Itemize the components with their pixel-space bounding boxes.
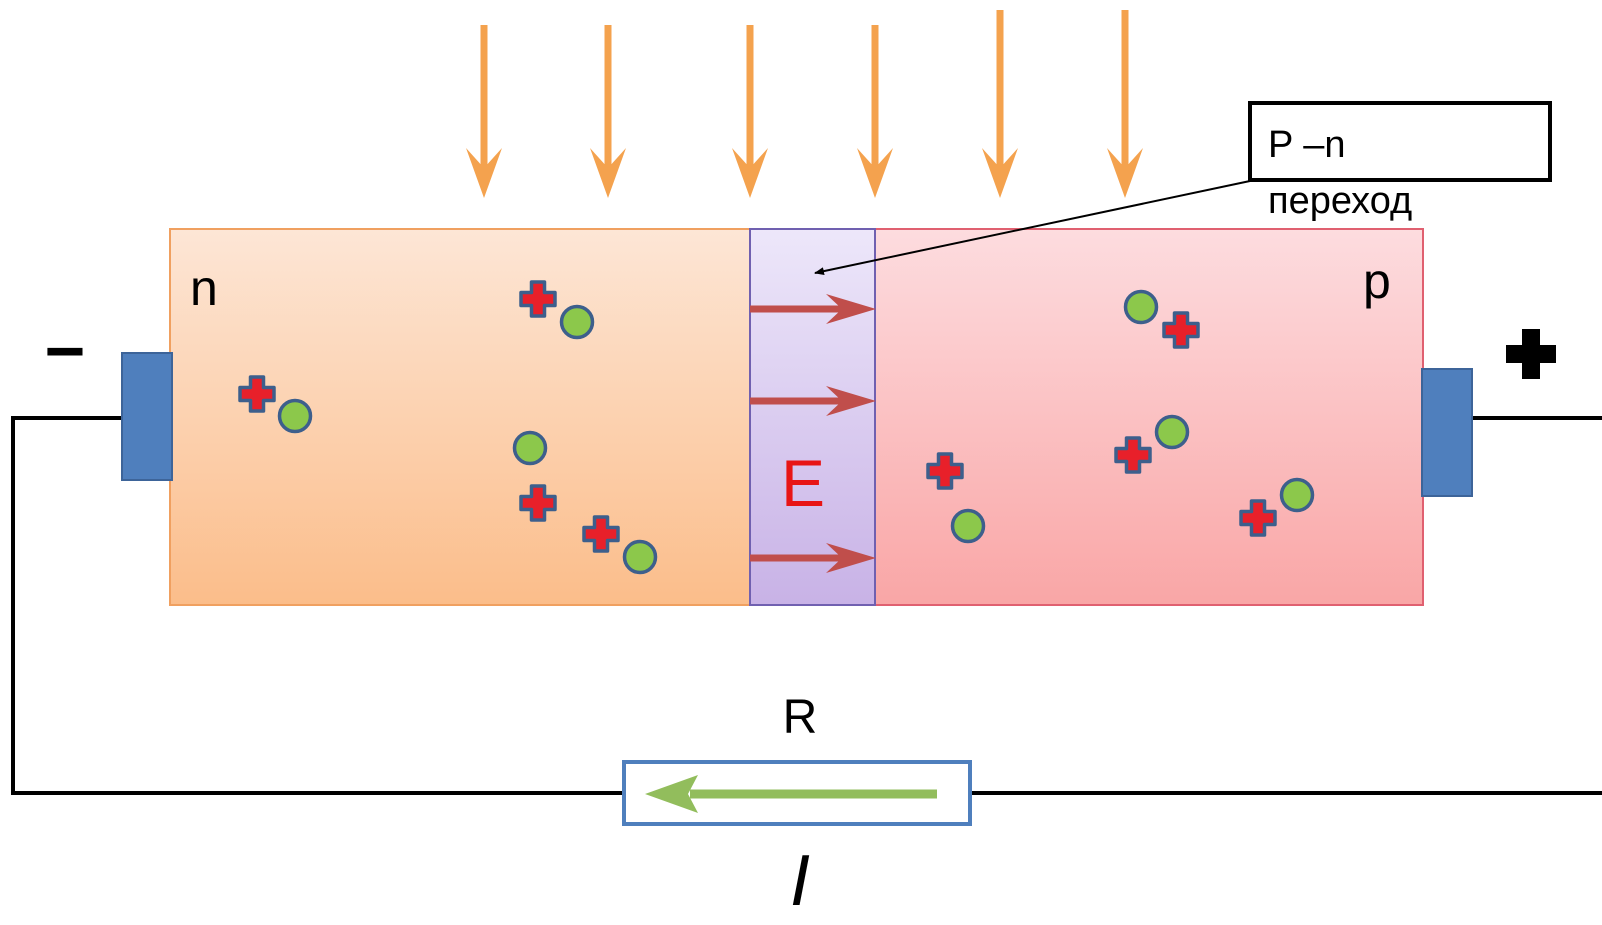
hole-particle-icon — [512, 430, 548, 466]
light-ray-arrow — [982, 10, 1018, 198]
n-region — [169, 228, 753, 606]
hole-particle-icon — [1279, 477, 1315, 513]
n-region-label: n — [190, 260, 218, 316]
positive-charge-icon — [582, 515, 620, 553]
positive-charge-icon — [926, 452, 964, 490]
p-region-label: p — [1363, 253, 1391, 309]
hole-particle-icon — [1123, 289, 1159, 325]
light-ray-arrow — [857, 25, 893, 198]
charge-carriers — [238, 280, 1315, 575]
hole-particle-icon — [277, 398, 313, 434]
hole-particle-icon — [950, 508, 986, 544]
plus-terminal-icon — [1506, 329, 1556, 379]
hole-particle-icon — [559, 304, 595, 340]
positive-charge-icon — [238, 375, 276, 413]
positive-charge-icon — [519, 484, 557, 522]
junction-callout-box — [1248, 101, 1552, 182]
light-ray-arrow — [732, 25, 768, 198]
light-rays — [466, 10, 1143, 198]
resistor-label: R — [783, 691, 818, 744]
junction-callout-line2: переход — [1268, 180, 1412, 222]
field-arrow — [750, 543, 876, 573]
current-label: I — [790, 841, 810, 921]
current-arrow — [645, 775, 937, 813]
junction-pointer-arrow — [814, 180, 1251, 276]
positive-charge-icon — [1162, 311, 1200, 349]
p-region — [874, 228, 1424, 606]
junction-region — [749, 228, 876, 606]
light-ray-arrow — [590, 25, 626, 198]
right-electrode — [1421, 368, 1473, 497]
field-arrow — [750, 294, 876, 324]
left-electrode — [121, 352, 173, 481]
positive-charge-icon — [1114, 436, 1152, 474]
field-arrows — [750, 294, 876, 573]
positive-charge-icon — [1239, 499, 1277, 537]
left-wire — [11, 416, 625, 795]
light-ray-arrow — [1107, 10, 1143, 198]
field-label: E — [781, 446, 825, 520]
minus-terminal-label: − — [45, 312, 86, 390]
junction-callout-line1: P –n — [1268, 124, 1345, 166]
hole-particle-icon — [622, 539, 658, 575]
light-ray-arrow — [466, 25, 502, 198]
positive-charge-icon — [519, 280, 557, 318]
field-arrow — [750, 386, 876, 416]
hole-particle-icon — [1154, 414, 1190, 450]
junction-callout: P –n переход — [814, 101, 1552, 276]
circuit-wires — [11, 416, 1602, 795]
